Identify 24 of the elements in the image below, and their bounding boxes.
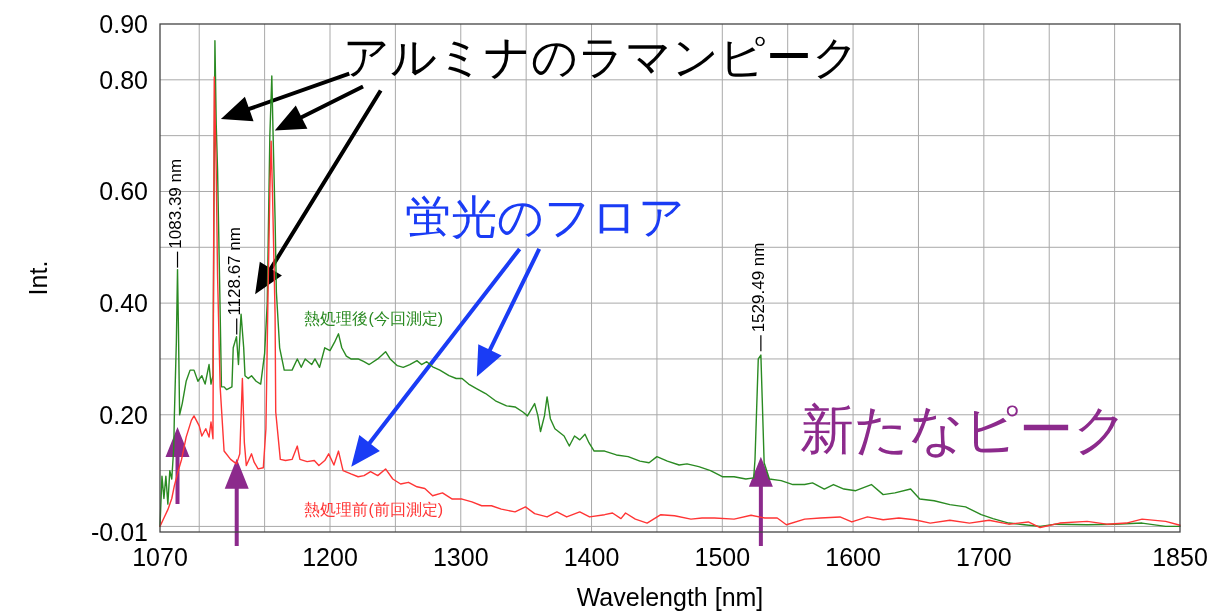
y-tick-label: 0.80	[99, 65, 148, 94]
annotation: 1083.39 nm	[165, 158, 185, 249]
x-tick-label: 1700	[956, 543, 1012, 571]
y-axis-title: Int.	[24, 260, 52, 296]
annotation: アルミナのラマンピーク	[343, 30, 860, 83]
x-tick-label: 1400	[563, 543, 620, 571]
x-tick-label: 1500	[694, 543, 751, 571]
series-label: 熱処理前(前回測定)	[304, 500, 444, 518]
x-tick-label: 1850	[1152, 543, 1207, 571]
annotation: 1529.49 nm	[748, 242, 768, 333]
y-tick-label: 0.40	[99, 289, 148, 318]
y-tick-label: 0.90	[99, 10, 148, 38]
x-tick-label: 1300	[432, 543, 489, 571]
annotation: 1128.67 nm	[224, 227, 244, 316]
x-tick-label: 1070	[132, 543, 188, 571]
annotation: 新たなピーク	[800, 398, 1129, 459]
series-label: 熱処理後(今回測定)	[304, 310, 444, 328]
x-tick-label: 1600	[825, 543, 881, 571]
y-tick-label: 0.60	[99, 177, 148, 206]
annotation: 蛍光のフロア	[405, 190, 686, 243]
x-axis-title: Wavelength [nm]	[576, 583, 764, 611]
y-tick-label: -0.01	[91, 518, 148, 546]
y-tick-label: 0.20	[99, 400, 148, 429]
x-tick-label: 1200	[302, 543, 358, 571]
